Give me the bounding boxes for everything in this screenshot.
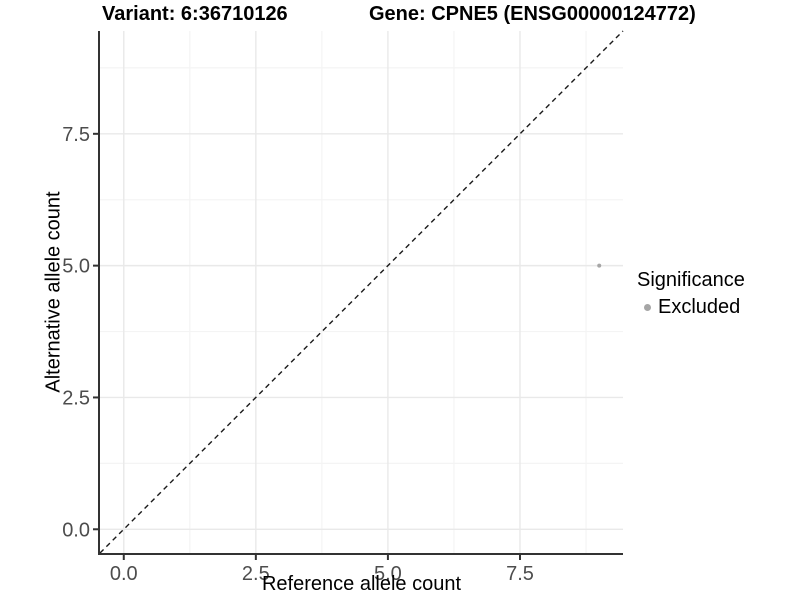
legend-item-excluded: Excluded bbox=[637, 296, 745, 318]
y-tick-label: 2.5 bbox=[62, 387, 90, 409]
legend: Significance Excluded bbox=[637, 268, 745, 318]
legend-title: Significance bbox=[637, 269, 745, 291]
y-axis-title: Alternative allele count bbox=[42, 191, 65, 393]
x-tick-label: 5.0 bbox=[374, 563, 402, 585]
x-axis-title: Reference allele count bbox=[261, 573, 461, 595]
data-point bbox=[597, 263, 602, 268]
legend-point-marker-icon bbox=[644, 303, 651, 311]
plot-title-variant: Variant: 6:36710126 bbox=[102, 3, 288, 25]
y-tick-label: 5.0 bbox=[62, 256, 90, 278]
y-tick-label: 0.0 bbox=[62, 519, 90, 541]
identity-line bbox=[99, 30, 624, 554]
legend-item-label: Excluded bbox=[658, 296, 741, 318]
x-tick-label: 7.5 bbox=[506, 563, 534, 585]
plot-title-gene: Gene: CPNE5 (ENSG00000124772) bbox=[369, 3, 696, 25]
x-tick-label: 2.5 bbox=[242, 563, 270, 585]
y-tick-label: 7.5 bbox=[62, 124, 90, 146]
x-tick-label: 0.0 bbox=[110, 563, 138, 585]
